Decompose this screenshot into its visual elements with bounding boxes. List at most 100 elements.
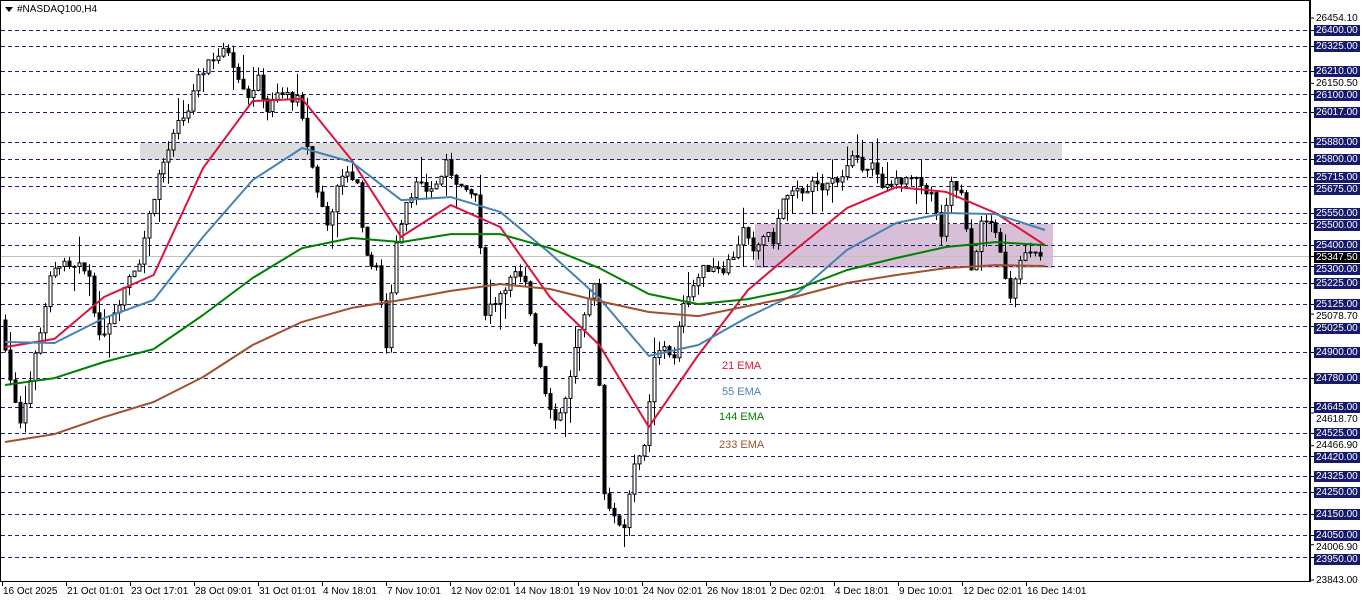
bull-candle [399,223,404,244]
bull-candle [394,242,399,294]
bear-candle [478,194,483,249]
price-axis-label: 24006.90 [1314,542,1360,553]
time-axis-label: 7 Nov 10:01 [387,586,441,597]
triangle-down-icon[interactable] [5,7,13,12]
bear-candle [800,187,805,194]
bear-candle [954,180,959,191]
price-level-label: 24150.00 [1314,509,1360,520]
price-level-label: 25550.00 [1314,208,1360,219]
bull-candle [186,110,191,119]
bull-candle [191,90,196,112]
ema55-label: 55 EMA [722,386,762,398]
bear-candle [355,179,360,184]
ema-line-144 [4,233,1046,386]
bear-candle [1038,251,1043,257]
bull-candle [766,231,771,238]
time-axis-label: 16 Dec 14:01 [1027,586,1087,597]
bull-candle [577,329,582,349]
time-axis-label: 12 Dec 02:01 [963,586,1023,597]
time-axis-label: 21 Oct 01:01 [67,586,125,597]
bull-candle [201,72,206,76]
bull-candle [335,185,340,213]
bear-candle [211,59,216,62]
bull-candle [711,266,716,273]
bear-candle [607,493,612,509]
bull-candle [161,161,166,175]
bull-candle [825,182,830,191]
bear-candle [365,226,370,256]
time-axis-label: 12 Nov 02:01 [451,586,511,597]
bear-candle [454,174,459,185]
bear-candle [280,92,285,95]
bear-candle [18,401,23,424]
bull-candle [850,155,855,167]
bear-candle [67,260,72,267]
bull-candle [904,177,909,185]
bear-candle [835,177,840,183]
bull-candle [1028,251,1033,254]
price-level-label: 24525.00 [1314,428,1360,439]
bear-candle [424,182,429,192]
price-level-label: 24780.00 [1314,373,1360,384]
bear-candle [315,166,320,193]
bull-candle [894,177,899,185]
supply-zone [140,143,1062,161]
bull-candle [330,211,335,226]
bear-candle [721,268,726,274]
bear-candle [449,159,454,176]
ema-line-233 [4,264,1046,443]
bear-candle [959,189,964,194]
bull-candle [132,270,137,278]
bull-candle [33,352,38,382]
price-axis-label: 26454.10 [1314,12,1360,24]
price-level-label: 26325.00 [1314,41,1360,52]
bear-candle [984,220,989,223]
bear-candle [320,191,325,207]
bull-candle [885,184,890,188]
bull-candle [795,187,800,192]
bull-candle [166,149,171,163]
ema-line-21 [4,97,1046,428]
bull-candle [285,91,290,95]
bear-candle [87,270,92,277]
price-axis-label: 26150.50 [1314,78,1360,89]
bear-candle [909,177,914,180]
time-axis-label: 31 Oct 01:01 [259,586,317,597]
bull-candle [677,325,682,359]
bull-candle [142,237,147,265]
bear-candle [820,183,825,191]
bull-candle [1013,278,1018,299]
price-level-label: 25300.00 [1314,264,1360,275]
time-axis-label: 4 Dec 18:01 [835,586,889,597]
bear-candle [899,177,904,185]
bull-candle [221,47,226,57]
bear-candle [855,155,860,158]
bull-candle [944,204,949,237]
chart-title: #NASDAQ100,H4 [5,4,97,15]
bull-candle [57,266,62,269]
bear-candle [538,343,543,368]
time-axis-label: 24 Nov 02:01 [643,586,703,597]
price-level-label: 24050.00 [1314,530,1360,541]
bear-candle [597,283,602,386]
price-level-label: 25125.00 [1314,299,1360,310]
price-level-label: 26017.00 [1314,107,1360,118]
bull-candle [389,292,394,349]
bear-candle [241,78,246,90]
bull-candle [637,455,642,465]
bear-candle [350,171,355,181]
bull-candle [726,259,731,274]
bull-candle [568,376,573,399]
bull-candle [340,175,345,187]
bull-candle [558,412,563,421]
time-axis-label: 2 Dec 02:01 [771,586,825,597]
time-axis-label: 4 Nov 18:01 [323,586,377,597]
bull-candle [374,265,379,268]
bear-candle [989,220,994,224]
time-axis-label: 28 Oct 09:01 [195,586,253,597]
bull-candle [493,302,498,305]
bear-candle [3,319,8,351]
bull-candle [77,262,82,267]
bull-candle [870,162,875,170]
